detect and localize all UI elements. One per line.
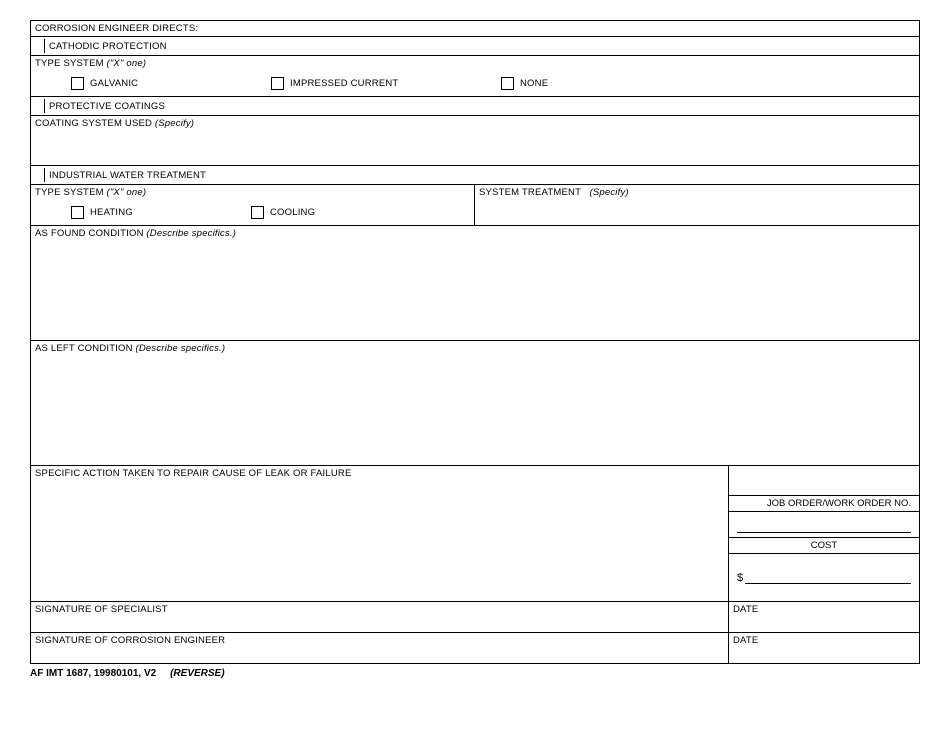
- galvanic-group: GALVANIC: [71, 77, 271, 90]
- cathodic-title: CATHODIC PROTECTION: [49, 41, 167, 52]
- impressed-label: IMPRESSED CURRENT: [290, 78, 398, 89]
- industrial-box[interactable]: [31, 168, 45, 182]
- cost-label: COST: [811, 540, 837, 551]
- reverse-label: (REVERSE): [170, 668, 224, 679]
- as-left-label: AS LEFT CONDITION: [35, 343, 133, 354]
- cathodic-section-header: CATHODIC PROTECTION: [31, 37, 919, 56]
- header-row: CORROSION ENGINEER DIRECTS:: [31, 21, 919, 37]
- sig-engineer-label: SIGNATURE OF CORROSION ENGINEER: [35, 635, 225, 646]
- job-order-label: JOB ORDER/WORK ORDER NO.: [767, 498, 911, 509]
- system-treatment-label: SYSTEM TREATMENT: [479, 187, 581, 198]
- none-group: NONE: [501, 77, 548, 90]
- form-id: AF IMT 1687, 19980101, V2: [30, 668, 156, 679]
- sig-specialist-label: SIGNATURE OF SPECIALIST: [35, 604, 168, 615]
- job-order-underline: [737, 532, 911, 533]
- sig-specialist-row: SIGNATURE OF SPECIALIST DATE: [31, 602, 919, 633]
- date-label-1: DATE: [733, 604, 758, 615]
- cost-header: COST: [729, 538, 919, 554]
- industrial-checkboxes: HEATING COOLING: [31, 200, 474, 225]
- action-split: SPECIFIC ACTION TAKEN TO REPAIR CAUSE OF…: [31, 466, 919, 602]
- system-treatment-cell[interactable]: SYSTEM TREATMENT (Specify): [475, 185, 919, 225]
- specific-action-cell[interactable]: SPECIFIC ACTION TAKEN TO REPAIR CAUSE OF…: [31, 466, 729, 601]
- heating-group: HEATING: [71, 206, 251, 219]
- dollar-sign: $: [737, 572, 743, 584]
- footer: AF IMT 1687, 19980101, V2 (REVERSE): [30, 668, 920, 679]
- job-order-header: JOB ORDER/WORK ORDER NO.: [729, 496, 919, 512]
- form-container: CORROSION ENGINEER DIRECTS: CATHODIC PRO…: [30, 20, 920, 664]
- sig-specialist-cell[interactable]: SIGNATURE OF SPECIALIST: [31, 602, 729, 632]
- none-checkbox[interactable]: [501, 77, 514, 90]
- cathodic-checkboxes: GALVANIC IMPRESSED CURRENT NONE: [31, 71, 919, 96]
- cost-value-cell[interactable]: $: [729, 554, 919, 586]
- cathodic-type-row: TYPE SYSTEM ("X" one) GALVANIC IMPRESSED…: [31, 56, 919, 97]
- impressed-group: IMPRESSED CURRENT: [271, 77, 501, 90]
- galvanic-label: GALVANIC: [90, 78, 138, 89]
- none-label: NONE: [520, 78, 548, 89]
- impressed-checkbox[interactable]: [271, 77, 284, 90]
- describe-2: (Describe specifics.): [136, 343, 226, 354]
- header-label: CORROSION ENGINEER DIRECTS:: [35, 23, 198, 34]
- cooling-checkbox[interactable]: [251, 206, 264, 219]
- type-system-label-2: TYPE SYSTEM: [35, 187, 104, 198]
- specific-action-label: SPECIFIC ACTION TAKEN TO REPAIR CAUSE OF…: [35, 468, 352, 479]
- right-panel: JOB ORDER/WORK ORDER NO. COST $: [729, 466, 919, 601]
- heating-checkbox[interactable]: [71, 206, 84, 219]
- date-specialist-cell[interactable]: DATE: [729, 602, 919, 632]
- heating-label: HEATING: [90, 207, 133, 218]
- industrial-type-row: TYPE SYSTEM ("X" one) HEATING COOLING SY…: [31, 185, 919, 226]
- as-found-row[interactable]: AS FOUND CONDITION (Describe specifics.): [31, 226, 919, 341]
- industrial-title: INDUSTRIAL WATER TREATMENT: [49, 170, 206, 181]
- type-system-label-1: TYPE SYSTEM: [35, 58, 104, 69]
- blank-top-cell[interactable]: [729, 466, 919, 496]
- protective-box[interactable]: [31, 99, 45, 113]
- industrial-section-header: INDUSTRIAL WATER TREATMENT: [31, 166, 919, 185]
- cost-underline: [745, 583, 911, 584]
- cathodic-box[interactable]: [31, 39, 45, 53]
- sig-engineer-row: SIGNATURE OF CORROSION ENGINEER DATE: [31, 633, 919, 663]
- x-one-1: ("X" one): [107, 58, 147, 69]
- sig-engineer-cell[interactable]: SIGNATURE OF CORROSION ENGINEER: [31, 633, 729, 663]
- date-label-2: DATE: [733, 635, 758, 646]
- galvanic-checkbox[interactable]: [71, 77, 84, 90]
- as-found-label: AS FOUND CONDITION: [35, 228, 144, 239]
- coating-used-label: COATING SYSTEM USED: [35, 118, 152, 129]
- specify-2: (Specify): [589, 187, 628, 198]
- protective-section-header: PROTECTIVE COATINGS: [31, 97, 919, 116]
- cooling-group: COOLING: [251, 206, 315, 219]
- cooling-label: COOLING: [270, 207, 315, 218]
- specify-1: (Specify): [155, 118, 194, 129]
- as-left-row[interactable]: AS LEFT CONDITION (Describe specifics.): [31, 341, 919, 466]
- x-one-2: ("X" one): [107, 187, 147, 198]
- date-engineer-cell[interactable]: DATE: [729, 633, 919, 663]
- describe-1: (Describe specifics.): [146, 228, 236, 239]
- coating-used-row[interactable]: COATING SYSTEM USED (Specify): [31, 116, 919, 166]
- protective-title: PROTECTIVE COATINGS: [49, 101, 165, 112]
